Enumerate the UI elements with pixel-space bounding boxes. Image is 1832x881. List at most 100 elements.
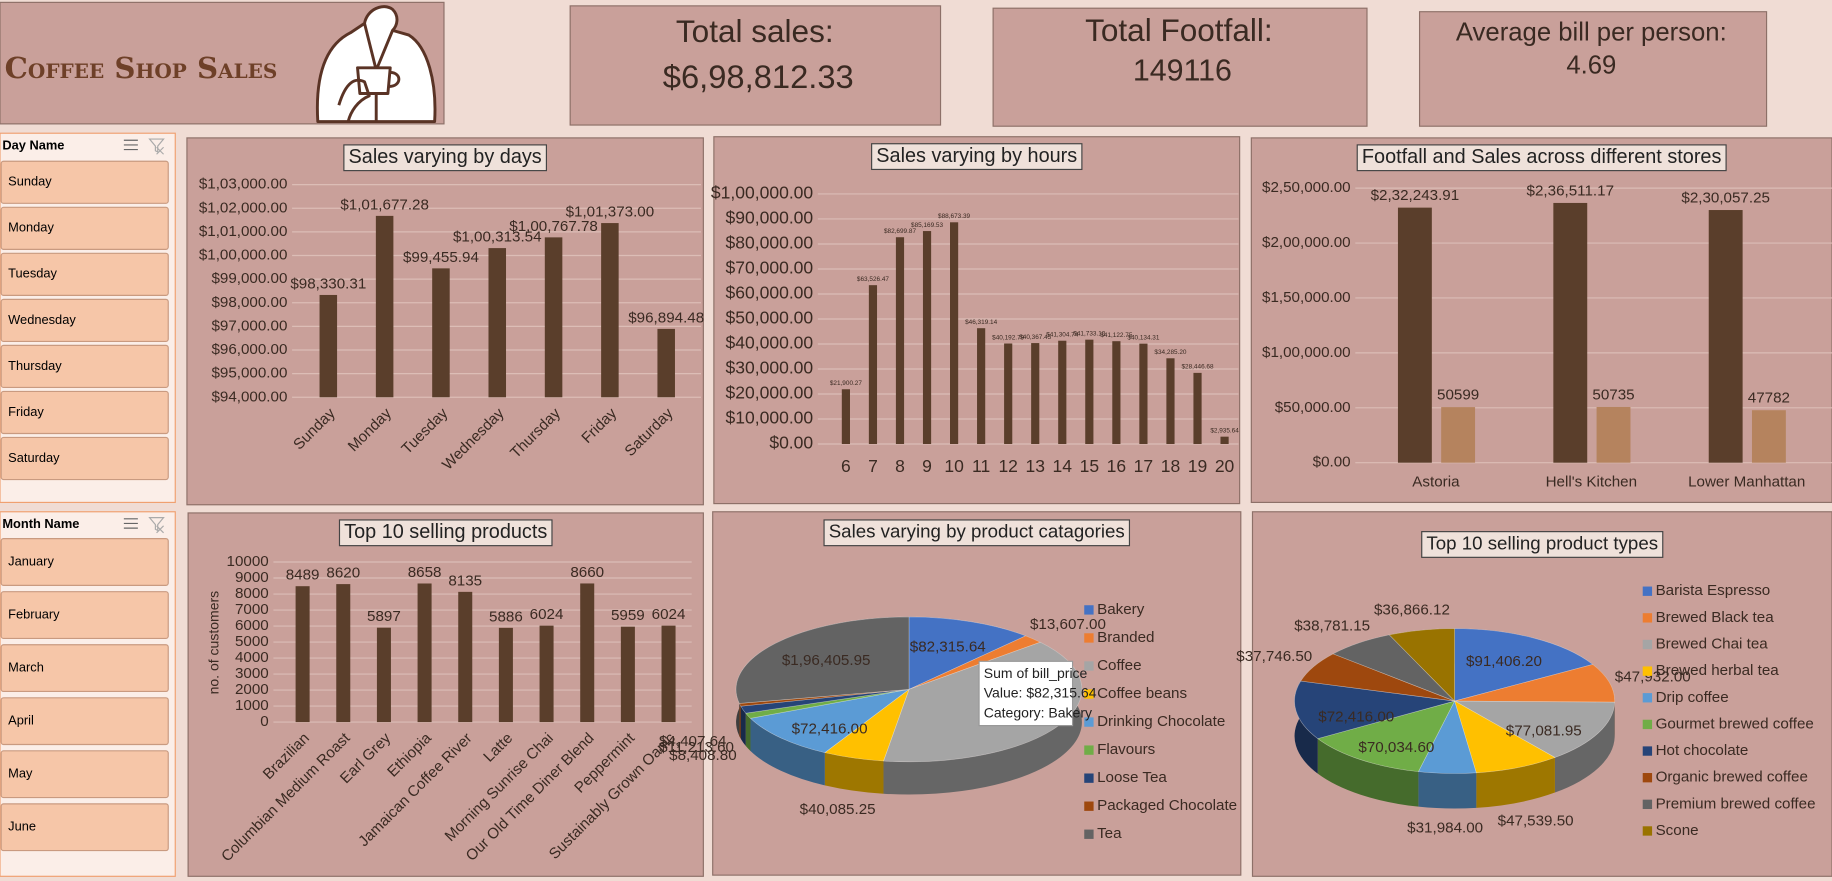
data-label: 5886 <box>489 608 523 625</box>
data-label: $1,00,767.78 <box>509 218 598 235</box>
pie-slice[interactable] <box>1454 628 1594 702</box>
data-label: $47,539.50 <box>1498 812 1574 829</box>
slicer-item[interactable] <box>0 252 169 296</box>
chart-title: Top 10 selling product types <box>1426 532 1658 553</box>
y-tick-label: 9000 <box>235 569 269 586</box>
data-label: $36,866.12 <box>1374 601 1450 618</box>
x-tick-label: 12 <box>998 456 1017 476</box>
y-tick-label: $1,01,000.00 <box>199 223 288 240</box>
pie-slice[interactable] <box>824 688 910 762</box>
data-label: $28,446.68 <box>1181 364 1213 371</box>
kpi-value: $6,98,812.33 <box>663 58 854 95</box>
clear-filter-icon[interactable] <box>148 517 165 534</box>
kpi-card <box>992 7 1368 127</box>
clear-filter-icon[interactable] <box>148 138 165 155</box>
y-tick-label: $40,000.00 <box>726 333 814 353</box>
pie-slice[interactable] <box>908 635 1042 690</box>
bar <box>1004 343 1013 445</box>
x-tick-label: 20 <box>1215 456 1235 476</box>
pie-slice[interactable] <box>1300 653 1455 702</box>
pie-slice-side <box>1476 757 1555 808</box>
slicer-item-label[interactable]: April <box>8 713 34 728</box>
x-tick-label: 10 <box>944 456 964 476</box>
y-tick-label: $95,000.00 <box>211 365 287 382</box>
data-label: $72,416.00 <box>1318 709 1394 726</box>
slicer-item[interactable] <box>0 697 169 746</box>
data-label: $1,00,313.54 <box>453 229 542 246</box>
y-tick-label: 0 <box>260 713 268 730</box>
slicer-item[interactable] <box>0 803 169 852</box>
pie-slice[interactable] <box>735 616 910 704</box>
data-label: $2,30,057.25 <box>1681 189 1770 206</box>
slicer-item-label[interactable]: May <box>8 766 33 781</box>
pie-slice[interactable] <box>1454 664 1615 703</box>
data-label: 8658 <box>408 564 442 581</box>
slicer-item-label[interactable]: Sunday <box>8 174 52 189</box>
slicer-item[interactable] <box>0 591 169 640</box>
slicer-item[interactable] <box>0 750 169 799</box>
slicer-item-label[interactable]: February <box>8 606 60 621</box>
pie-slice[interactable] <box>745 689 910 719</box>
legend-swatch <box>1084 689 1094 699</box>
chart-title-box <box>1421 531 1664 558</box>
pie-slice[interactable] <box>738 689 910 707</box>
data-label: 47782 <box>1748 390 1790 407</box>
slicer-item-label[interactable]: Wednesday <box>8 312 76 327</box>
slicer-item[interactable] <box>0 436 169 481</box>
pie-slice[interactable] <box>908 616 1027 690</box>
pie-slice[interactable] <box>740 689 910 714</box>
legend-swatch <box>1642 586 1653 596</box>
data-label: $2,935.64 <box>1210 428 1239 435</box>
slicer-item-label[interactable]: Saturday <box>8 450 60 465</box>
pie-slice[interactable] <box>1453 700 1615 758</box>
data-label: $41,304.74 <box>1046 332 1078 339</box>
slicer-title: Month Name <box>2 516 79 531</box>
slicer-item-label[interactable]: Friday <box>8 404 44 419</box>
legend-label: Brewed Black tea <box>1656 609 1775 626</box>
legend-swatch <box>1642 746 1653 756</box>
data-label: $34,285.20 <box>1154 349 1186 356</box>
data-label: $96,894.48 <box>628 309 704 326</box>
slicer-item-label[interactable]: Tuesday <box>8 266 57 281</box>
bar <box>1441 407 1476 463</box>
slicer-item[interactable] <box>0 390 169 435</box>
slicer-item[interactable] <box>0 160 169 204</box>
bar <box>949 222 959 445</box>
bar <box>488 248 507 398</box>
slicer-item-label[interactable]: March <box>8 659 44 674</box>
data-label: $8,408.80 <box>669 747 737 764</box>
pie-slice[interactable] <box>1454 700 1556 774</box>
data-label: $1,01,373.00 <box>566 204 655 221</box>
pie-slice[interactable] <box>1332 634 1455 702</box>
legend-label: Drip coffee <box>1656 689 1729 706</box>
pie-slice[interactable] <box>749 689 910 753</box>
data-label: 8660 <box>570 564 604 581</box>
slicer-title: Day Name <box>2 137 64 152</box>
pie-slice[interactable] <box>1317 700 1456 772</box>
multi-select-icon[interactable] <box>123 139 138 151</box>
legend-label: Scone <box>1656 822 1699 839</box>
slicer-item[interactable] <box>0 344 169 389</box>
chart-panel <box>187 512 704 877</box>
y-tick-label: $1,00,000.00 <box>199 247 288 264</box>
bar <box>580 583 595 723</box>
pie-slice[interactable] <box>1294 680 1455 739</box>
slicer-item[interactable] <box>0 298 169 343</box>
data-label: $98,330.31 <box>290 275 366 292</box>
pie-slice[interactable] <box>1388 628 1455 702</box>
slicer-item-label[interactable]: January <box>8 553 54 568</box>
legend-label: Barista Espresso <box>1656 582 1771 599</box>
bar <box>895 237 905 445</box>
x-tick-label: 15 <box>1080 456 1099 476</box>
slicer-item[interactable] <box>0 206 169 250</box>
data-label: $31,984.00 <box>1407 820 1483 837</box>
slicer-item[interactable] <box>0 644 169 693</box>
slicer-item-label[interactable]: Thursday <box>8 358 62 373</box>
slicer-item-label[interactable]: Monday <box>8 220 54 235</box>
legend-label: Gourmet brewed coffee <box>1656 715 1814 732</box>
slicer-item-label[interactable]: June <box>8 819 36 834</box>
kpi-label: Total sales: <box>676 13 834 49</box>
multi-select-icon[interactable] <box>123 518 138 529</box>
slicer-item[interactable] <box>0 538 169 586</box>
pie-slice[interactable] <box>1417 700 1477 774</box>
